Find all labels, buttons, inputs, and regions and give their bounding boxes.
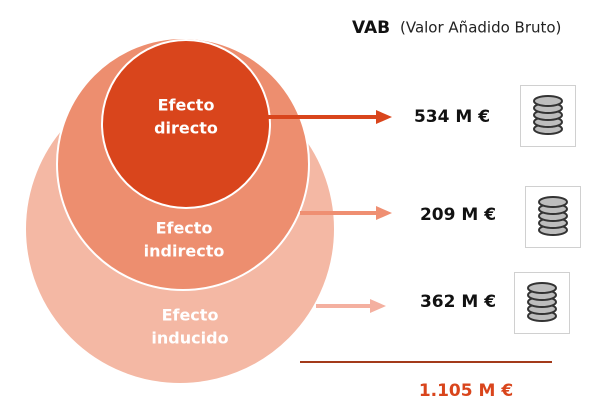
effect-value: 209 M €	[420, 205, 496, 225]
coins-icon	[520, 85, 576, 147]
effect-label: Efecto	[162, 306, 219, 325]
total: 1.105 M €	[419, 381, 513, 400]
title: VAB	[352, 18, 390, 38]
coins-icon	[514, 272, 570, 334]
effect-label: directo	[154, 119, 218, 138]
effect-label: indirecto	[144, 242, 225, 261]
coins-icon	[525, 186, 581, 248]
inner-circle	[101, 39, 271, 209]
effect-label: Efecto	[158, 96, 215, 115]
subtitle: (Valor Añadido Bruto)	[400, 19, 561, 37]
effect-value: 362 M €	[420, 292, 496, 312]
arrow	[300, 206, 392, 220]
effect-value: 534 M €	[414, 107, 490, 127]
effect-label: Efecto	[156, 219, 213, 238]
arrow	[268, 110, 392, 124]
arrow	[316, 299, 386, 313]
effect-label: inducido	[151, 329, 228, 348]
